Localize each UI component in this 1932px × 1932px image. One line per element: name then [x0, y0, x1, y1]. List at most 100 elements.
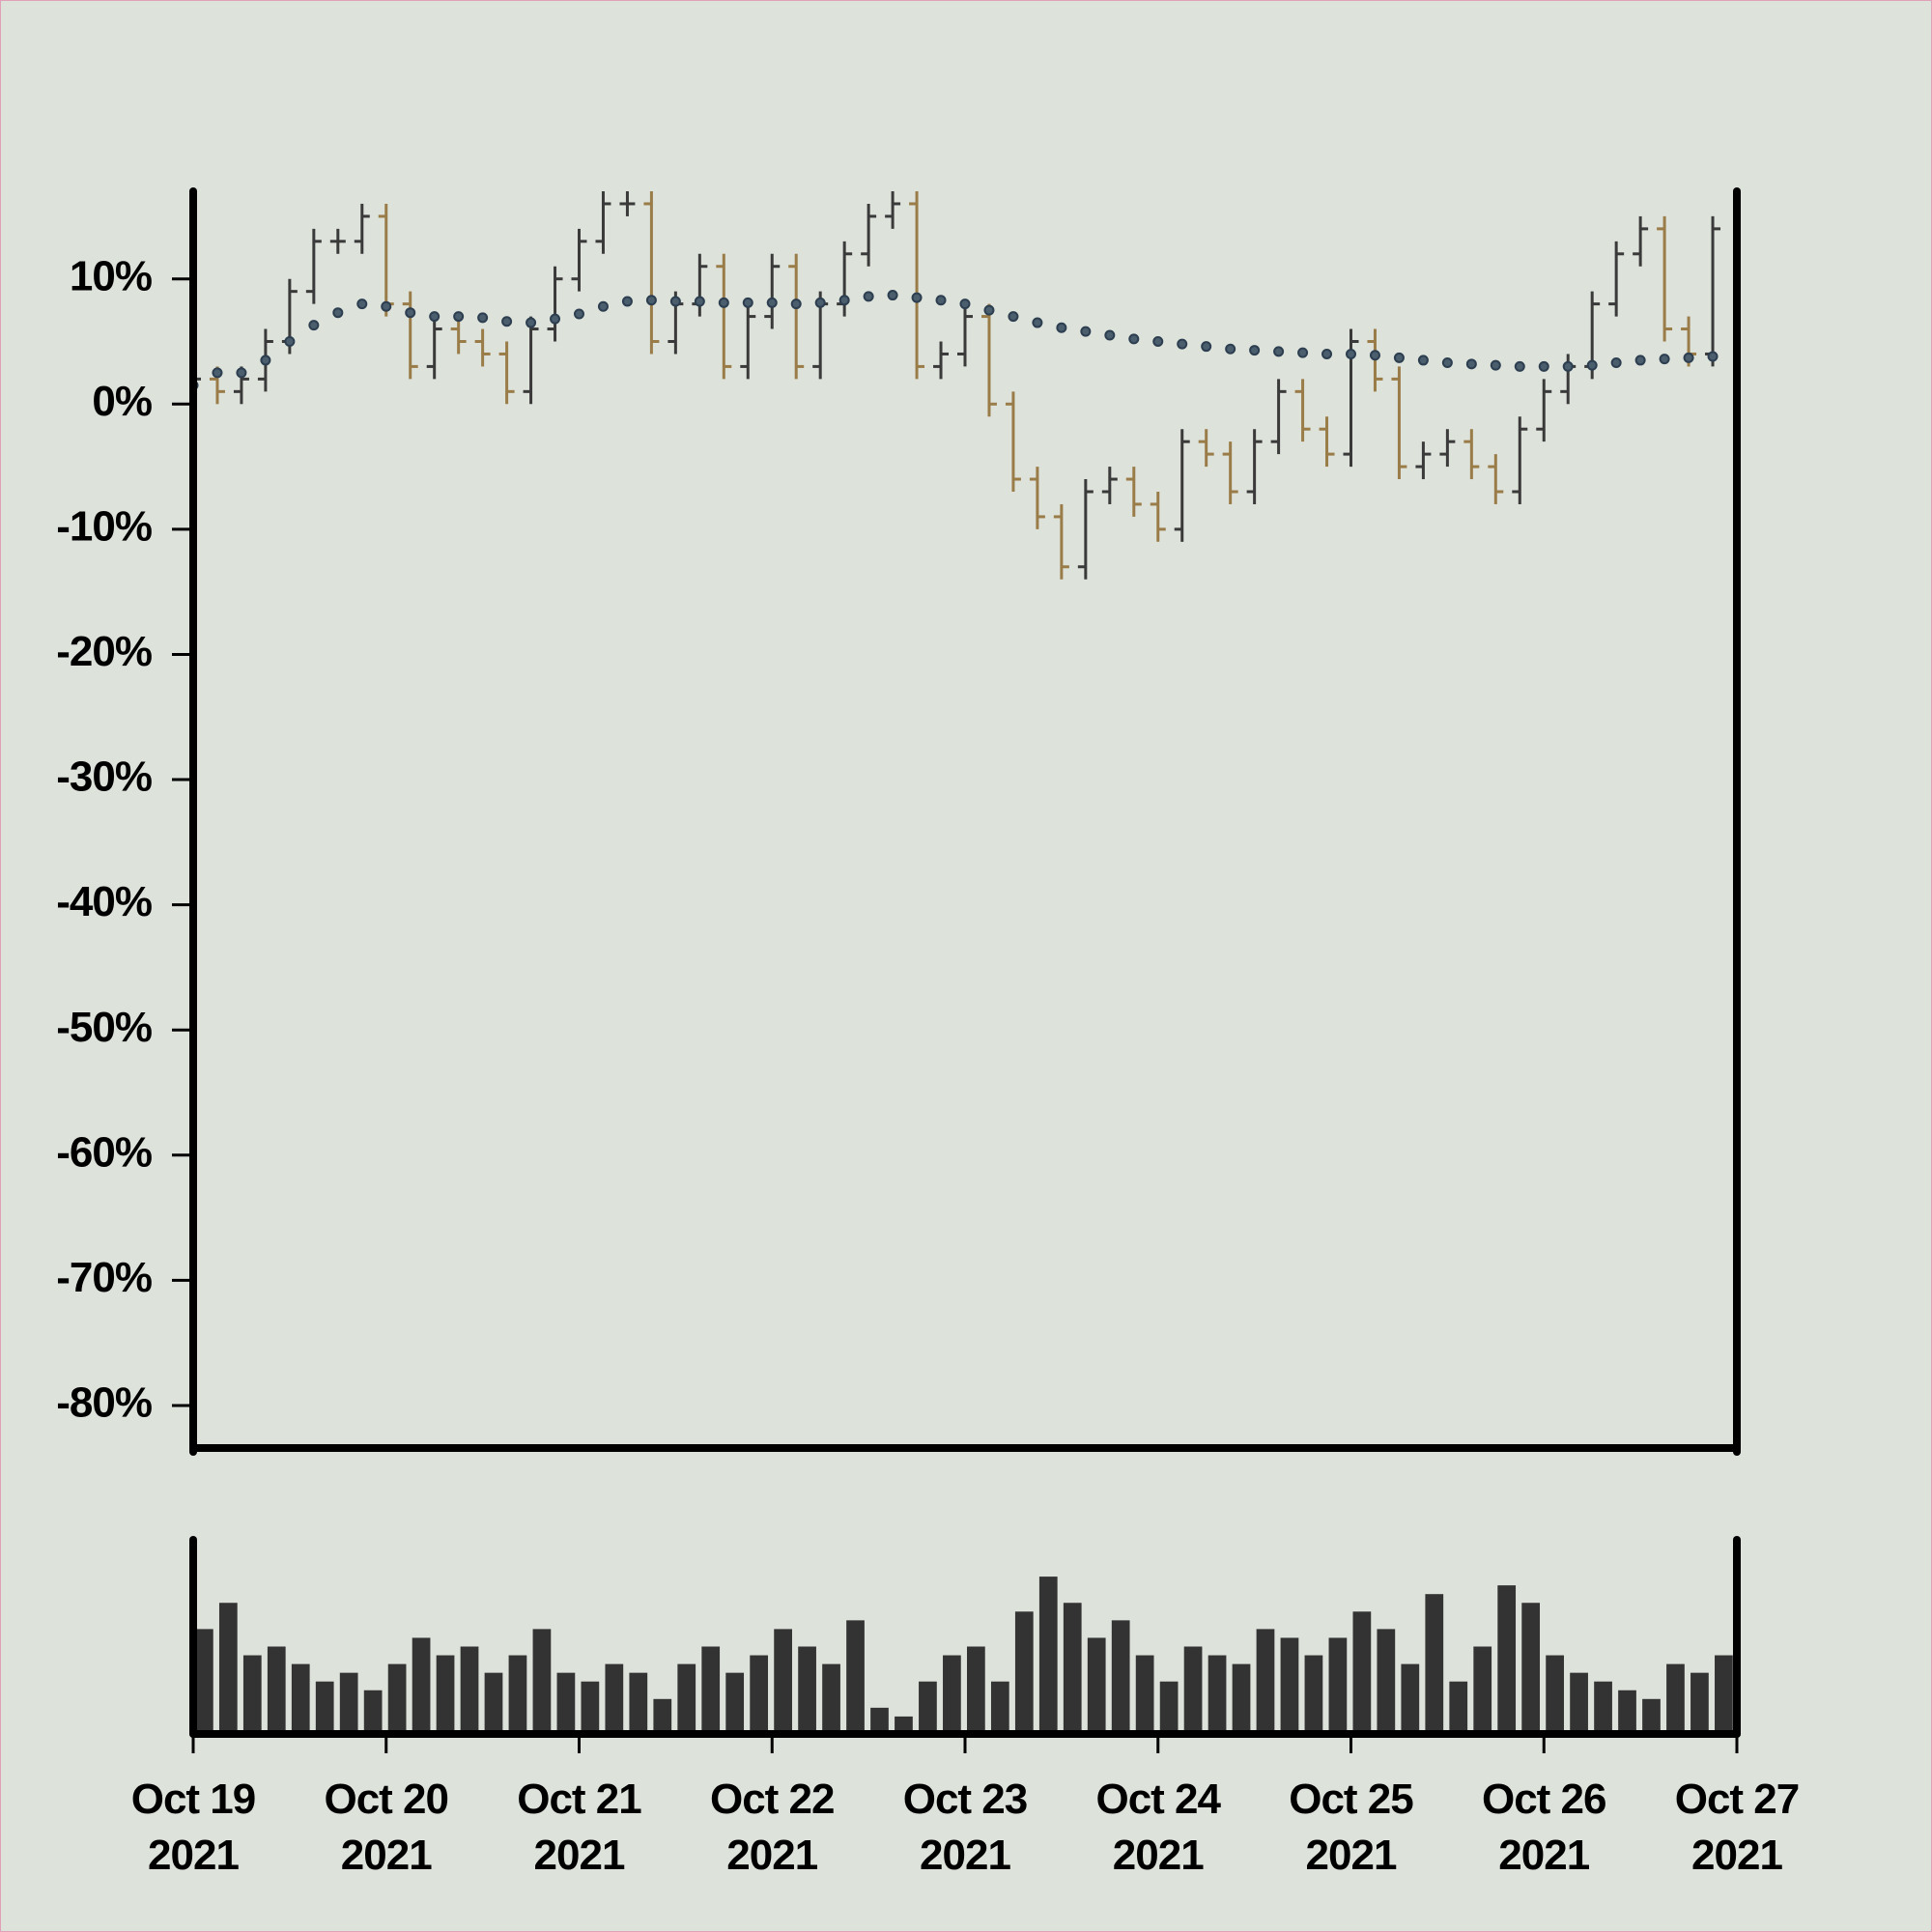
moving-average-dot: [1032, 317, 1043, 328]
x-tick-label-line: Oct 26: [1482, 1776, 1606, 1823]
volume-bar: [1594, 1681, 1612, 1734]
volume-bar: [1666, 1663, 1685, 1734]
moving-average-dot: [429, 311, 440, 323]
volume-bar: [1690, 1672, 1709, 1734]
volume-bar: [1618, 1690, 1636, 1734]
y-tick-label: -30%: [56, 753, 152, 801]
volume-bar: [1159, 1681, 1179, 1734]
y-tick-label: -70%: [56, 1254, 152, 1301]
moving-average-dot: [838, 295, 850, 306]
volume-bar: [436, 1655, 455, 1734]
y-tick-label: -80%: [56, 1379, 152, 1427]
moving-average-dot: [284, 335, 296, 347]
volume-bar: [677, 1663, 696, 1734]
moving-average-dot: [1393, 352, 1405, 363]
x-tick-label: Oct 26 2021: [1482, 1776, 1606, 1879]
y-tick-label: -60%: [56, 1128, 152, 1176]
moving-average-dot: [1008, 311, 1019, 323]
y-tick-label: 0%: [92, 378, 152, 425]
moving-average-dot: [212, 367, 223, 379]
volume-bar: [581, 1681, 600, 1734]
moving-average-dot: [645, 295, 657, 306]
moving-average-dot: [887, 290, 898, 301]
x-tick-label-line: Oct 27: [1675, 1776, 1800, 1823]
volume-bar: [315, 1681, 334, 1734]
moving-average-dot: [453, 311, 465, 323]
moving-average-dot: [1369, 350, 1380, 361]
volume-bar: [605, 1663, 624, 1734]
volume-bar: [1280, 1637, 1299, 1734]
moving-average-dot: [381, 300, 392, 312]
moving-average-dot: [1707, 351, 1719, 362]
volume-bar: [1232, 1663, 1251, 1734]
volume-bar: [750, 1655, 769, 1734]
moving-average-dot: [1538, 360, 1549, 372]
x-tick-label: Oct 27 2021: [1675, 1776, 1800, 1879]
y-tick-label: -50%: [56, 1004, 152, 1051]
moving-average-dot: [1683, 352, 1694, 363]
x-tick-label-line: Oct 20: [324, 1776, 448, 1823]
y-tick-label: -20%: [56, 628, 152, 675]
x-tick-label-line: 2021: [920, 1832, 1010, 1879]
volume-bar: [1497, 1585, 1517, 1734]
moving-average-dot: [814, 297, 826, 308]
volume-bar: [460, 1646, 479, 1734]
moving-average-dot: [501, 316, 513, 327]
x-tick-label-line: 2021: [1498, 1832, 1589, 1879]
volume-bar: [1208, 1655, 1227, 1734]
moving-average-dot: [863, 291, 874, 302]
volume-bar: [195, 1629, 213, 1734]
x-tick-label: Oct 19 2021: [131, 1776, 256, 1879]
x-tick-label-line: 2021: [1113, 1832, 1204, 1879]
moving-average-dot: [1128, 333, 1140, 345]
moving-average-dot: [260, 355, 271, 366]
moving-average-dot: [1490, 359, 1501, 371]
moving-average-dot: [766, 297, 778, 308]
moving-average-dot: [1346, 348, 1356, 359]
x-tick-label-line: 2021: [534, 1832, 625, 1879]
moving-average-dot: [1152, 335, 1164, 347]
moving-average-dot: [983, 304, 995, 316]
x-tick-label: Oct 23 2021: [903, 1776, 1028, 1879]
moving-average-dot: [1273, 346, 1285, 357]
moving-average-dot: [1225, 343, 1236, 355]
volume-bar: [1038, 1577, 1058, 1734]
volume-bar: [556, 1672, 576, 1734]
axes: 10% 0% -10% -20% -30% -40% -50% -60% -70% -80% Oct…: [56, 187, 1800, 1879]
y-tick-label: -10%: [56, 502, 152, 550]
y-tick-label: 10%: [70, 252, 152, 299]
volume-bar: [218, 1603, 238, 1734]
moving-average-dot: [1177, 338, 1188, 350]
volume-bar: [1014, 1611, 1034, 1734]
moving-average-dot: [1249, 345, 1261, 356]
volume-bar: [846, 1620, 865, 1734]
volume-bar: [1135, 1655, 1154, 1734]
moving-average-dot: [332, 307, 344, 319]
moving-average-dot: [1659, 354, 1670, 365]
x-tick-label-line: Oct 22: [710, 1776, 835, 1823]
moving-average-dot: [1297, 347, 1309, 358]
moving-average-dot: [1514, 360, 1525, 372]
moving-average-dot: [1104, 329, 1116, 341]
volume-bar: [508, 1655, 527, 1734]
volume-bar: [895, 1716, 913, 1734]
x-tick-label-line: Oct 19: [131, 1776, 256, 1823]
moving-average-dot: [742, 297, 753, 308]
volume-panel: [195, 1577, 1733, 1734]
moving-average-dot: [550, 313, 561, 325]
volume-bar: [990, 1681, 1009, 1734]
moving-average-dot: [790, 298, 802, 310]
moving-average-dot: [718, 297, 729, 308]
moving-average-dot: [1586, 359, 1598, 371]
moving-average-dot: [405, 307, 416, 319]
moving-average-dot: [597, 300, 609, 312]
volume-bar: [267, 1646, 286, 1734]
volume-bar: [1425, 1594, 1444, 1734]
volume-bar: [1401, 1663, 1420, 1734]
moving-average-dot: [935, 295, 947, 306]
volume-bar: [1642, 1698, 1661, 1734]
volume-bar: [1063, 1603, 1082, 1734]
y-tick-label: -40%: [56, 878, 152, 925]
volume-bar: [774, 1629, 792, 1734]
volume-bar: [1546, 1655, 1564, 1734]
